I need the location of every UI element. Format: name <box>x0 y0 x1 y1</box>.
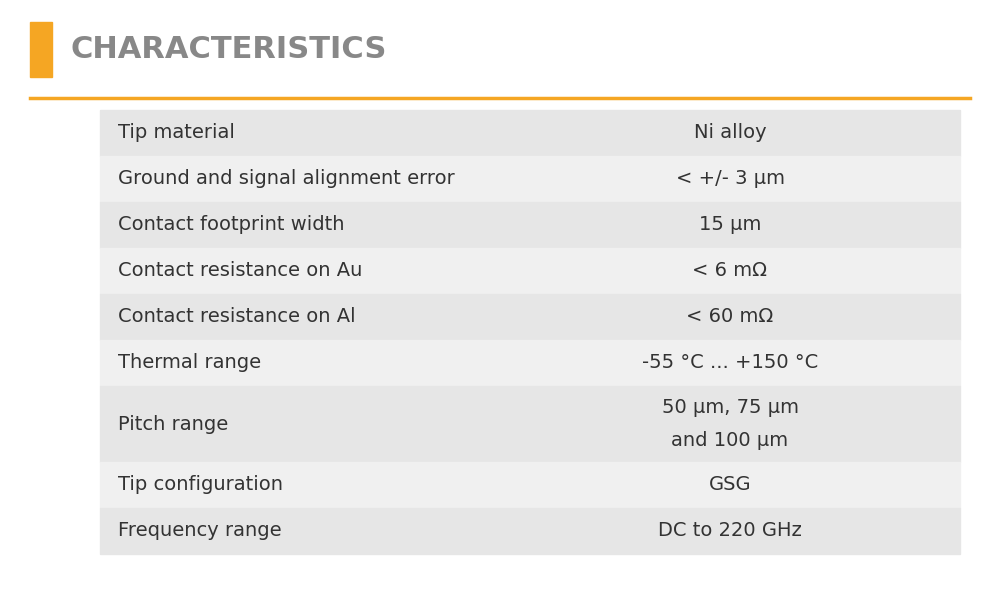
Bar <box>100 386 960 462</box>
Text: < 6 mΩ: < 6 mΩ <box>692 262 768 280</box>
Text: Tip material: Tip material <box>118 124 235 142</box>
Bar <box>100 294 960 340</box>
Text: Tip configuration: Tip configuration <box>118 475 283 494</box>
Text: < +/- 3 μm: < +/- 3 μm <box>676 169 784 188</box>
Bar <box>100 248 960 294</box>
Text: Ni alloy: Ni alloy <box>694 124 766 142</box>
Text: Contact footprint width: Contact footprint width <box>118 215 344 235</box>
Bar <box>100 340 960 386</box>
Text: 50 μm, 75 μm: 50 μm, 75 μm <box>662 398 798 417</box>
Text: Pitch range: Pitch range <box>118 415 228 433</box>
Text: CHARACTERISTICS: CHARACTERISTICS <box>70 35 386 64</box>
Text: Frequency range: Frequency range <box>118 521 282 541</box>
Text: GSG: GSG <box>709 475 751 494</box>
Bar <box>100 508 960 554</box>
Bar <box>30 22 52 77</box>
Text: DC to 220 GHz: DC to 220 GHz <box>658 521 802 541</box>
Text: Contact resistance on Al: Contact resistance on Al <box>118 307 356 326</box>
Bar <box>100 156 960 202</box>
Text: < 60 mΩ: < 60 mΩ <box>686 307 774 326</box>
Text: Ground and signal alignment error: Ground and signal alignment error <box>118 169 455 188</box>
Bar <box>100 110 960 156</box>
Bar <box>100 202 960 248</box>
Bar <box>100 462 960 508</box>
Text: Thermal range: Thermal range <box>118 353 261 373</box>
Text: 15 μm: 15 μm <box>699 215 761 235</box>
Text: and 100 μm: and 100 μm <box>671 431 789 450</box>
Text: Contact resistance on Au: Contact resistance on Au <box>118 262 362 280</box>
Text: -55 °C ... +150 °C: -55 °C ... +150 °C <box>642 353 818 373</box>
